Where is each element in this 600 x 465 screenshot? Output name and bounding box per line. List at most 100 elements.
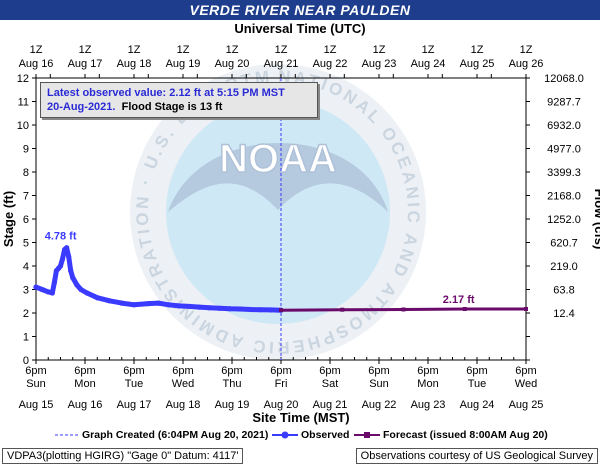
x-tick-day: Tue	[125, 378, 144, 390]
peak-value-label: 4.78 ft	[45, 231, 77, 243]
x2-tick-time: 1Z	[128, 44, 141, 56]
observed-point	[206, 305, 213, 311]
x-tick-date: Aug 22	[362, 399, 397, 411]
observed-point	[155, 300, 162, 306]
observed-point	[268, 307, 274, 313]
x-tick-time: 6pm	[74, 365, 95, 377]
observed-point	[57, 263, 64, 269]
y2-tick-label: 9287.7	[547, 97, 581, 109]
x-tick-day: Fri	[275, 378, 288, 390]
observed-point	[257, 307, 264, 313]
x-tick-date: Aug 24	[460, 399, 495, 411]
forecast-point	[279, 308, 283, 313]
x2-tick-time: 1Z	[177, 44, 190, 56]
observed-point	[74, 282, 80, 288]
latest-value-box: Latest observed value: 2.12 ft at 5:15 P…	[40, 82, 318, 118]
legend-graph-created-label: Graph Created (6:04PM Aug 20, 2021)	[82, 429, 269, 441]
x-tick-date: Aug 15	[19, 399, 54, 411]
watermark-gull-shape	[168, 143, 388, 212]
observed-point	[49, 290, 55, 296]
observed-point	[196, 304, 202, 310]
x-tick-time: 6pm	[417, 365, 438, 377]
observed-point	[70, 275, 76, 281]
observed-point	[78, 286, 84, 293]
x2-tick-date: Aug 26	[509, 58, 544, 70]
observed-point	[186, 303, 192, 310]
x2-tick-date: Aug 24	[411, 58, 446, 70]
legend-observed-label: Observed	[301, 429, 350, 441]
x-tick-day: Wed	[172, 378, 194, 390]
chart-legend: Graph Created (6:04PM Aug 20, 2021) Obse…	[0, 428, 600, 444]
flood-stage-text: Flood Stage is 13 ft	[121, 101, 223, 113]
x2-tick-time: 1Z	[471, 44, 484, 56]
x-tick-date: Aug 19	[215, 399, 250, 411]
y-tick-label: 9	[23, 144, 29, 156]
x-tick-time: 6pm	[515, 365, 536, 377]
y-tick-label: 10	[17, 120, 29, 132]
right-axis-title: Flow (cfs)	[592, 189, 600, 250]
top-axis-title: Universal Time (UTC)	[234, 21, 366, 36]
y2-tick-label: 12.4	[553, 308, 574, 320]
x2-tick-date: Aug 20	[215, 58, 250, 70]
x-tick-day: Wed	[515, 378, 537, 390]
observed-point	[94, 295, 100, 301]
x2-tick-time: 1Z	[422, 44, 435, 56]
observed-point	[237, 306, 243, 312]
y-tick-label: 2	[23, 308, 29, 320]
y2-tick-label: 63.8	[553, 285, 574, 297]
datum-note: VDPA3(plotting HGIRG) "Gage 0" Datum: 41…	[2, 448, 244, 464]
observed-point	[227, 306, 233, 312]
y2-tick-label: 6932.0	[547, 120, 581, 132]
x-tick-date: Aug 21	[313, 399, 348, 411]
x-tick-time: 6pm	[123, 365, 144, 377]
labels-layer: 4.78 ft 2.17 ft	[45, 231, 475, 306]
x-tick-time: 6pm	[221, 365, 242, 377]
observed-point	[106, 298, 113, 304]
x2-tick-date: Aug 16	[19, 58, 54, 70]
x-tick-time: 6pm	[319, 365, 340, 377]
x-tick-day: Mon	[74, 378, 95, 390]
observed-point	[33, 284, 39, 290]
y2-tick-label: 1252.0	[547, 214, 581, 226]
y-tick-label: 0	[23, 355, 29, 367]
x-tick-time: 6pm	[368, 365, 389, 377]
observed-point	[45, 289, 51, 295]
x-tick-date: Aug 17	[117, 399, 152, 411]
observed-point	[119, 300, 125, 306]
y-tick-label: 5	[23, 238, 29, 250]
chart-title: VERDE RIVER NEAR PAULDEN	[0, 0, 600, 20]
x2-tick-time: 1Z	[275, 44, 288, 56]
x2-tick-date: Aug 25	[460, 58, 495, 70]
x-tick-date: Aug 25	[509, 399, 544, 411]
observed-point	[247, 306, 253, 313]
y-tick-label: 12	[17, 73, 29, 85]
observed-point	[59, 256, 66, 262]
x-tick-day: Mon	[417, 378, 438, 390]
x-tick-time: 6pm	[270, 365, 291, 377]
y-tick-label: 8	[23, 167, 29, 179]
observed-point	[68, 268, 74, 274]
x-tick-day: Sat	[322, 378, 339, 390]
x2-tick-time: 1Z	[324, 44, 337, 56]
observed-point	[166, 302, 172, 308]
chart-footer: VDPA3(plotting HGIRG) "Gage 0" Datum: 41…	[0, 447, 600, 465]
source-credit: Observations courtesy of US Geological S…	[355, 448, 598, 464]
y-tick-label: 7	[23, 191, 29, 203]
legend-forecast-label: Forecast (issued 8:00AM Aug 20)	[383, 429, 548, 441]
observed-point	[64, 245, 70, 251]
forecast-point	[524, 307, 528, 312]
y2-tick-label: 620.7	[550, 238, 578, 250]
x2-tick-date: Aug 22	[313, 58, 348, 70]
latest-value-date: 20-Aug-2021.	[47, 101, 116, 113]
x2-tick-time: 1Z	[226, 44, 239, 56]
observed-point	[131, 302, 137, 308]
y-tick-label: 4	[23, 261, 29, 273]
forecast-value-label: 2.17 ft	[443, 294, 475, 306]
watermark-logo-text: NOAA	[219, 137, 337, 181]
observed-point	[84, 290, 90, 296]
latest-value-text: Latest observed value: 2.12 ft at 5:15 P…	[47, 87, 285, 99]
observed-point	[51, 279, 57, 286]
observed-point	[145, 301, 151, 307]
x-tick-time: 6pm	[172, 365, 193, 377]
